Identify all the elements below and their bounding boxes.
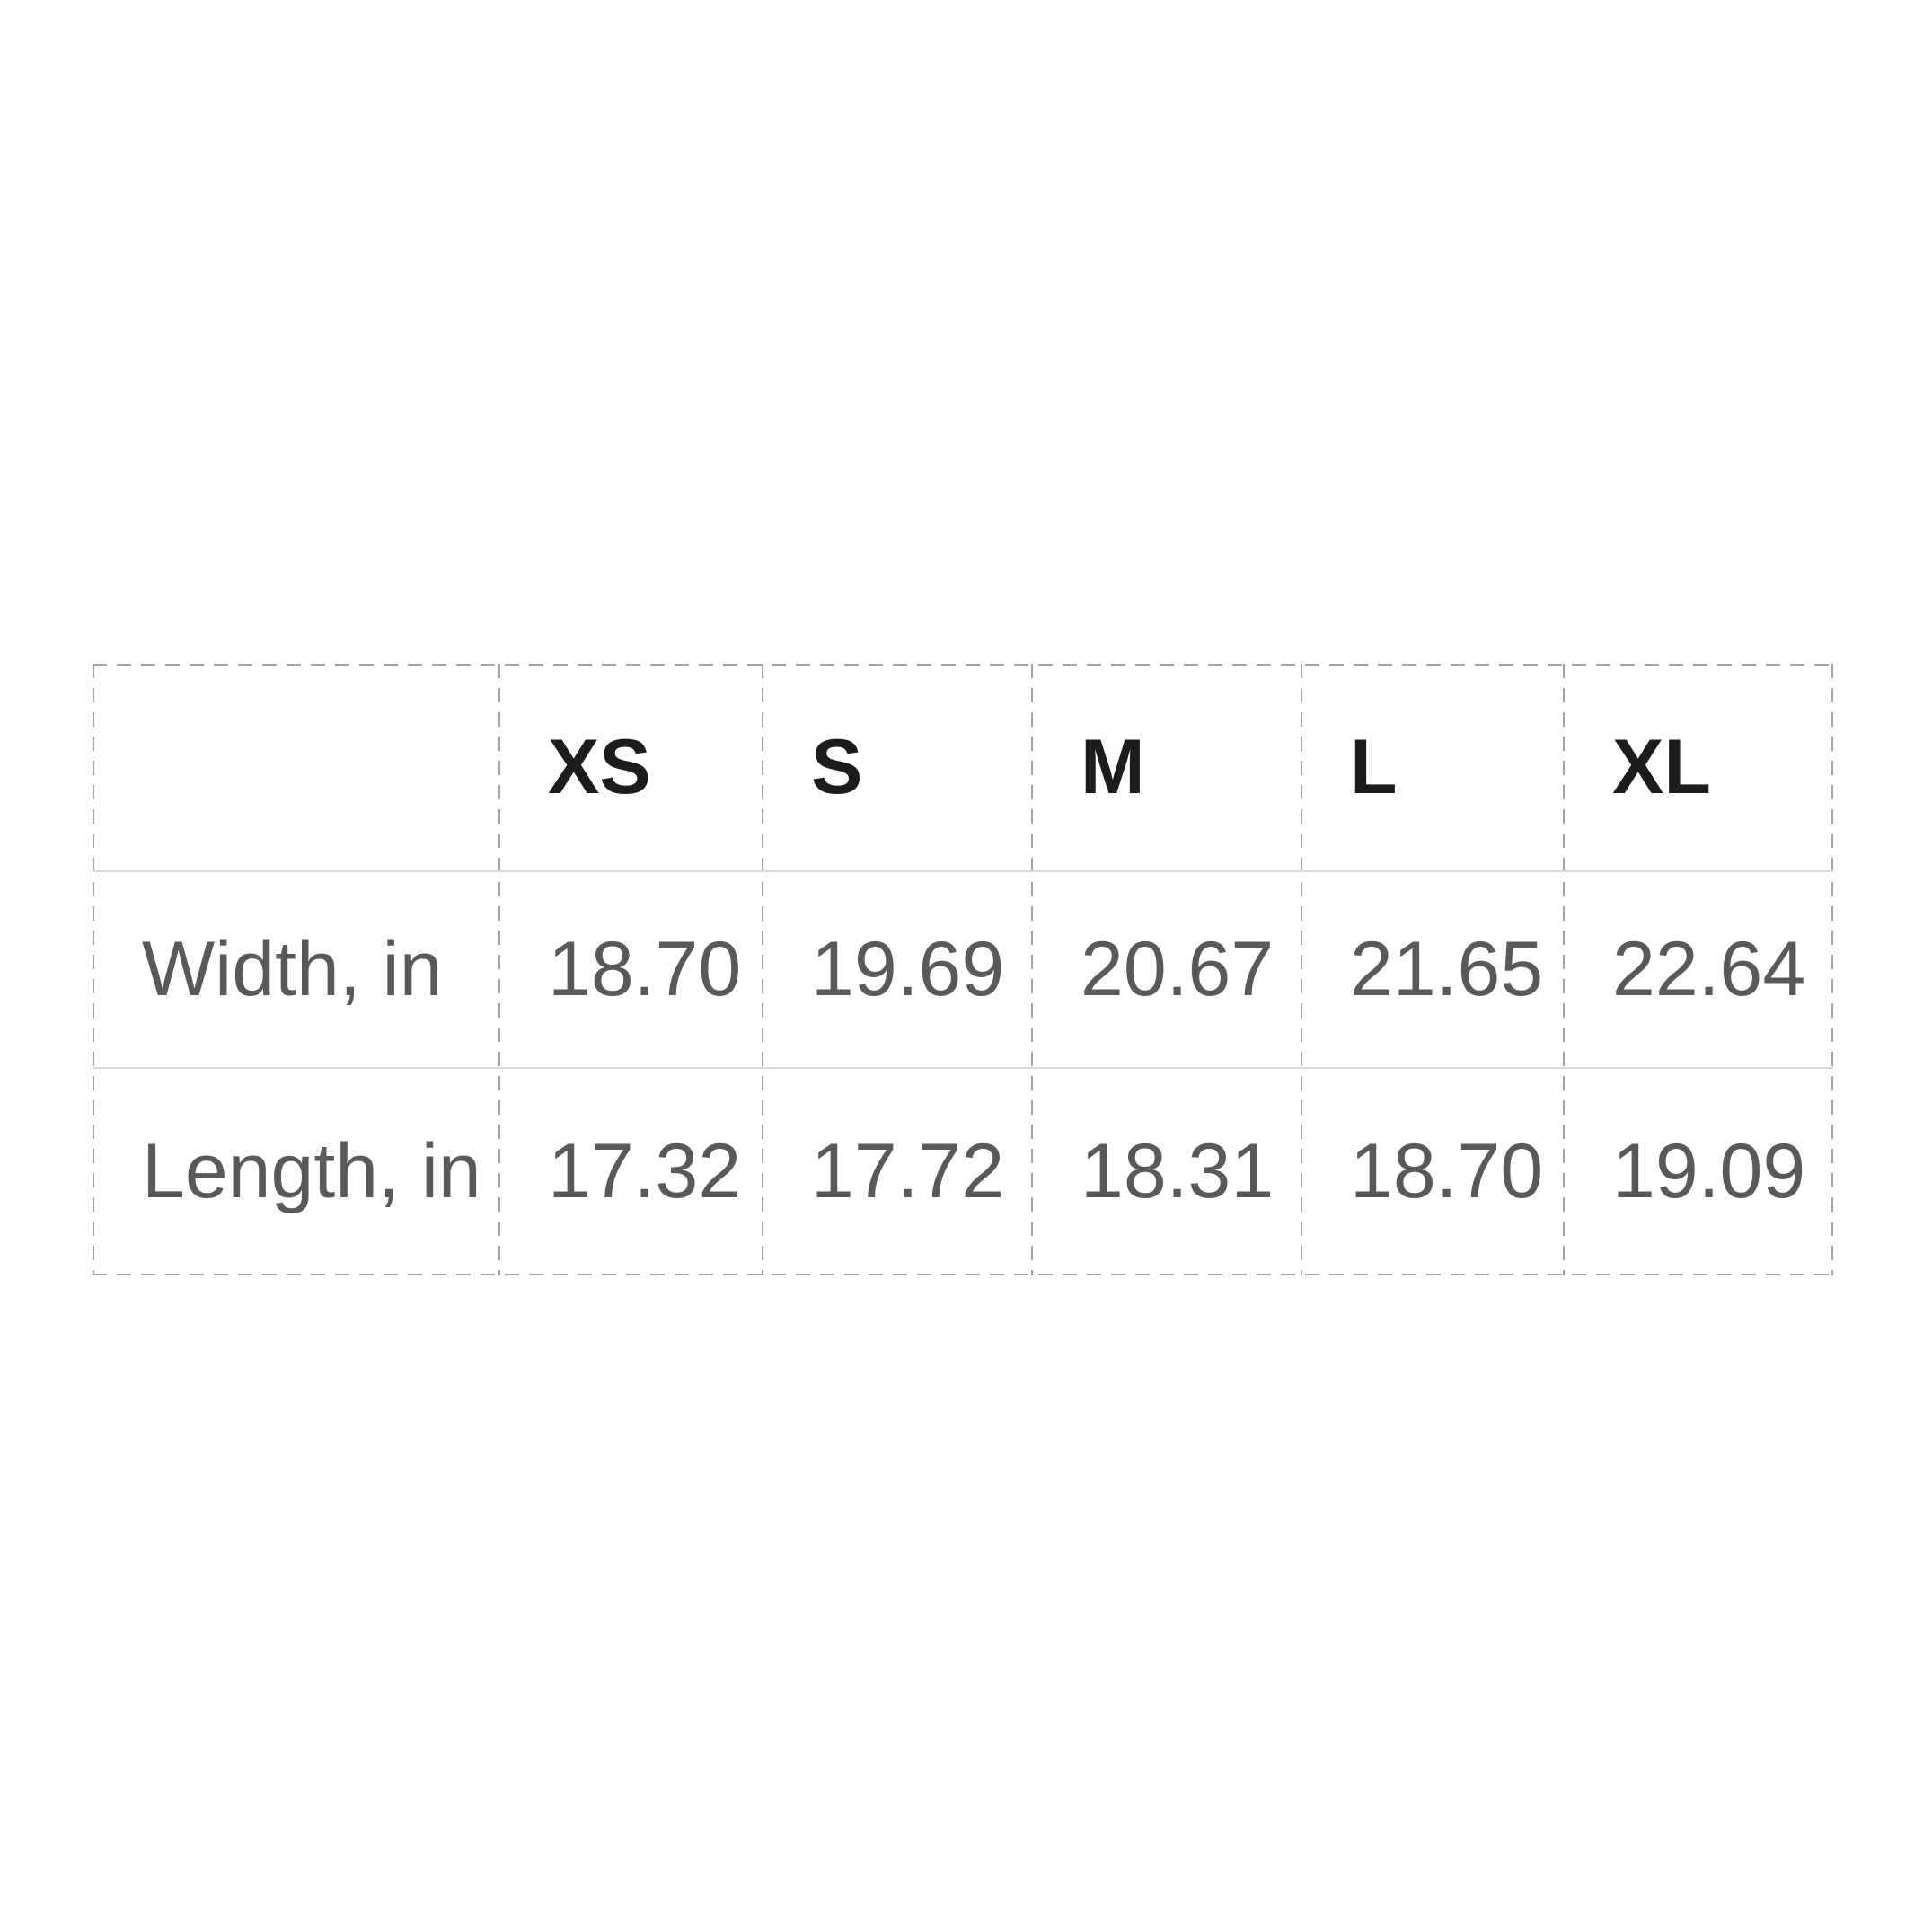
column-header-m: M xyxy=(1081,724,1145,810)
cell-length-s: 17.72 xyxy=(811,1128,1005,1214)
column-header-xl: XL xyxy=(1612,724,1711,810)
column-header-l: L xyxy=(1350,724,1398,810)
cell-width-s: 19.69 xyxy=(811,925,1005,1012)
cell-width-xl: 22.64 xyxy=(1612,925,1806,1012)
size-chart-table: XS S M L XL Width, in 18.70 19.69 20.67 … xyxy=(93,664,1833,1275)
column-header-xs: XS xyxy=(548,724,651,810)
column-header-s: S xyxy=(811,724,863,810)
corner-cell xyxy=(93,664,498,870)
cell-length-m: 18.31 xyxy=(1081,1128,1275,1214)
cell-length-l: 18.70 xyxy=(1350,1128,1544,1214)
row-label-width: Width, in xyxy=(142,925,443,1012)
cell-width-m: 20.67 xyxy=(1081,925,1275,1012)
cell-length-xs: 17.32 xyxy=(548,1128,742,1214)
cell-width-xs: 18.70 xyxy=(548,925,742,1012)
row-label-length: Length, in xyxy=(142,1128,481,1214)
cell-length-xl: 19.09 xyxy=(1612,1128,1806,1214)
cell-width-l: 21.65 xyxy=(1350,925,1544,1012)
